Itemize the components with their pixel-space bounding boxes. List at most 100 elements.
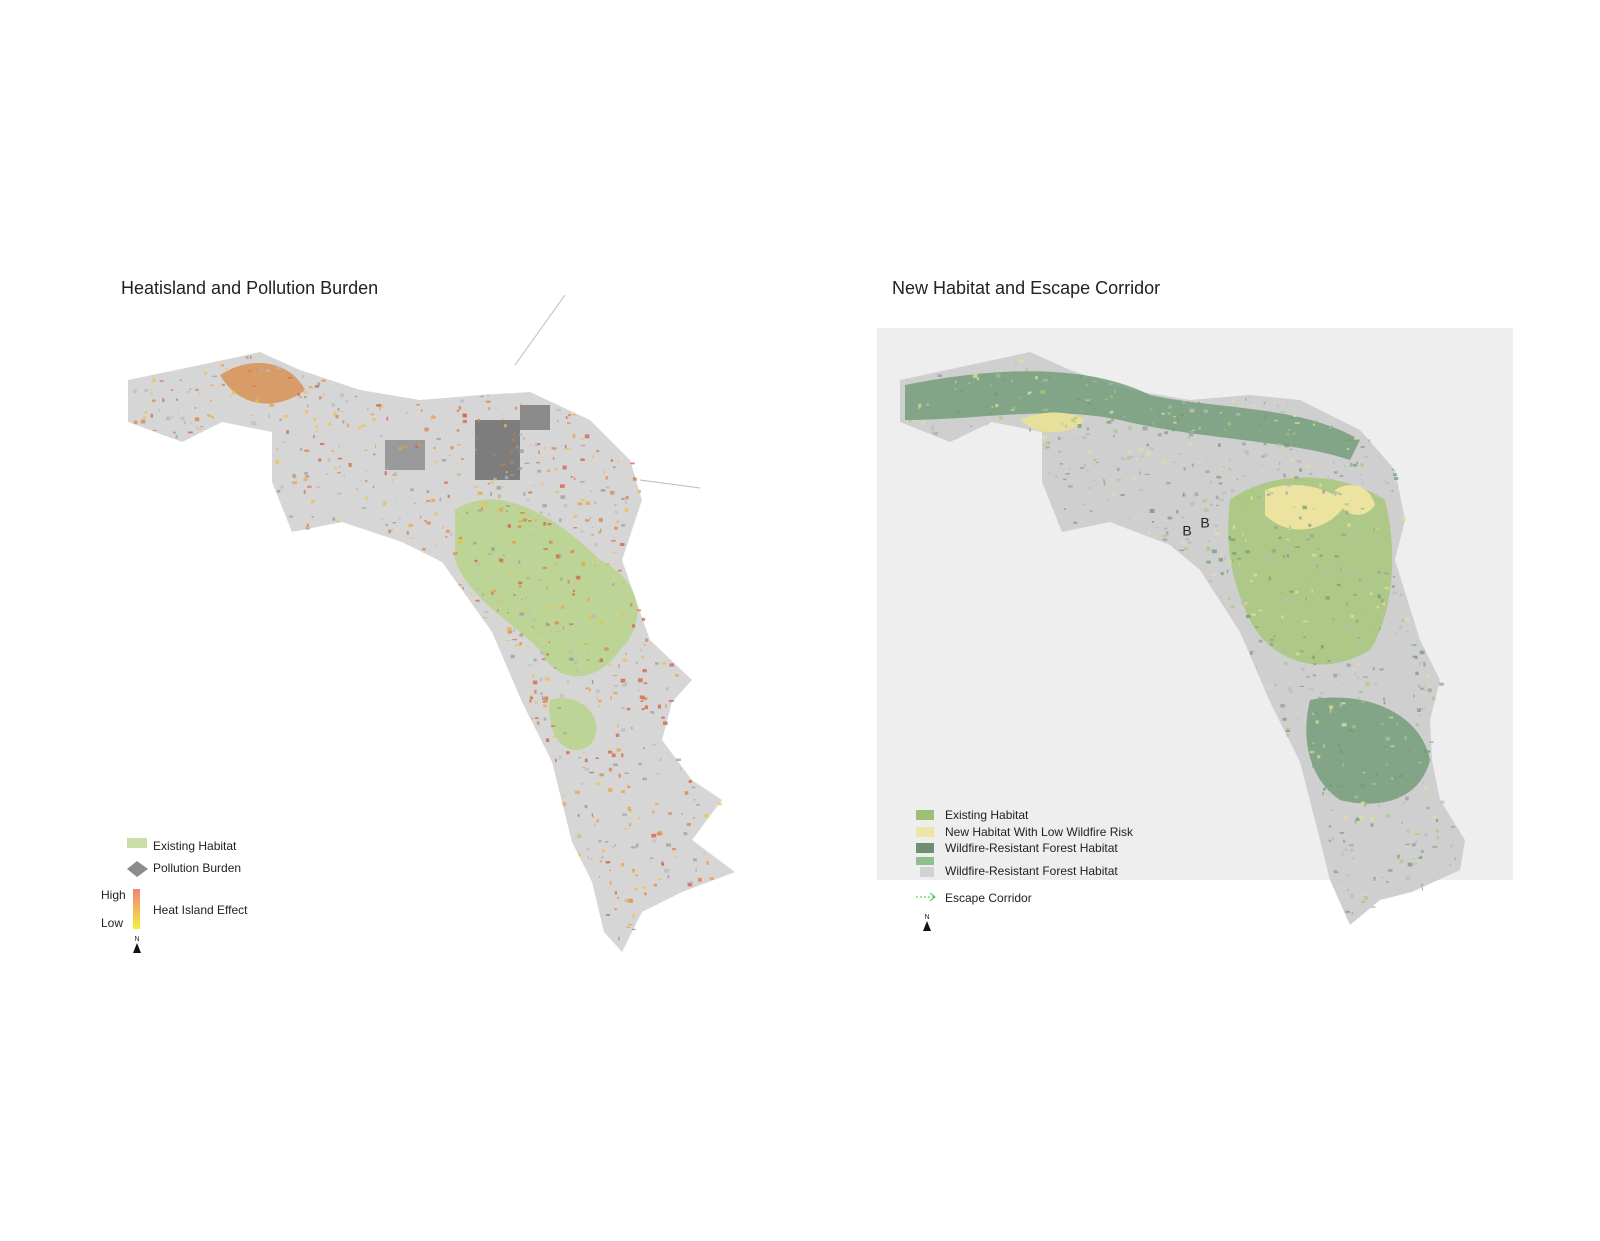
texture-speck <box>1161 412 1165 415</box>
texture-speck <box>276 448 278 451</box>
texture-speck <box>600 856 605 858</box>
texture-speck <box>250 415 254 416</box>
texture-speck <box>1064 508 1066 510</box>
texture-speck <box>1142 458 1145 462</box>
texture-speck <box>1327 660 1331 662</box>
texture-speck <box>588 687 592 690</box>
texture-speck <box>1422 661 1426 664</box>
texture-speck <box>1415 722 1419 727</box>
texture-speck <box>1329 427 1332 429</box>
texture-speck <box>656 832 662 836</box>
texture-speck <box>540 692 543 696</box>
texture-speck <box>384 471 387 476</box>
texture-speck <box>562 626 565 630</box>
texture-speck <box>1274 419 1278 422</box>
texture-speck <box>1322 791 1324 796</box>
texture-speck <box>627 786 631 788</box>
texture-speck <box>1181 541 1187 545</box>
texture-speck <box>1331 494 1336 498</box>
texture-speck <box>697 877 702 882</box>
texture-speck <box>1048 375 1050 379</box>
texture-speck <box>434 460 437 464</box>
texture-speck <box>1187 541 1192 544</box>
texture-speck <box>1257 424 1262 426</box>
texture-speck <box>695 868 697 872</box>
texture-speck <box>506 626 512 629</box>
texture-speck <box>1135 458 1139 461</box>
texture-speck <box>684 791 689 795</box>
texture-speck <box>519 612 525 616</box>
texture-speck <box>1388 869 1393 872</box>
texture-speck <box>1082 463 1087 468</box>
texture-speck <box>1216 475 1222 479</box>
texture-speck <box>613 691 618 695</box>
texture-speck <box>314 425 318 428</box>
texture-speck <box>1274 526 1278 530</box>
legend-label: Heat Island Effect <box>153 903 248 917</box>
texture-speck <box>1171 428 1175 432</box>
texture-speck <box>581 561 586 566</box>
texture-speck <box>625 500 627 504</box>
texture-speck <box>569 623 574 625</box>
texture-speck <box>1351 538 1355 542</box>
texture-speck <box>477 418 480 423</box>
texture-speck <box>392 522 396 524</box>
texture-speck <box>1312 508 1316 510</box>
texture-speck <box>475 599 480 602</box>
texture-speck <box>496 609 499 612</box>
texture-speck <box>1334 491 1340 495</box>
texture-speck <box>509 460 512 464</box>
texture-speck <box>1183 467 1186 471</box>
texture-speck <box>554 491 558 493</box>
texture-speck <box>1232 399 1234 404</box>
texture-speck <box>507 628 512 632</box>
land <box>128 352 735 952</box>
texture-speck <box>414 502 416 504</box>
texture-speck <box>679 767 682 771</box>
texture-speck <box>598 839 602 843</box>
texture-speck <box>1357 696 1360 700</box>
texture-speck <box>317 382 321 387</box>
texture-speck <box>635 661 638 664</box>
texture-speck <box>620 790 626 793</box>
texture-speck <box>360 424 366 428</box>
texture-speck <box>706 861 710 865</box>
texture-speck <box>1232 525 1236 529</box>
texture-speck <box>696 804 700 806</box>
texture-speck <box>539 677 543 682</box>
texture-speck <box>514 448 516 450</box>
texture-speck <box>1350 893 1354 898</box>
texture-speck <box>618 569 622 572</box>
texture-speck <box>433 446 436 450</box>
texture-speck <box>1293 506 1296 508</box>
texture-speck <box>1288 428 1291 431</box>
texture-speck <box>305 475 310 478</box>
texture-speck <box>301 374 305 379</box>
texture-speck <box>392 474 397 476</box>
texture-speck <box>1294 481 1297 484</box>
texture-speck <box>1277 443 1281 447</box>
texture-speck <box>1306 675 1310 678</box>
texture-speck <box>179 379 182 382</box>
texture-speck <box>551 604 554 609</box>
texture-speck <box>618 773 621 778</box>
texture-speck <box>1413 642 1415 645</box>
texture-speck <box>1177 419 1179 422</box>
texture-speck <box>621 753 624 758</box>
legend-swatch <box>929 892 936 902</box>
texture-speck <box>1106 460 1108 462</box>
texture-speck <box>1362 481 1364 484</box>
texture-speck <box>1236 478 1239 480</box>
texture-speck <box>1167 412 1171 415</box>
texture-speck <box>666 843 671 847</box>
texture-speck <box>616 520 620 524</box>
texture-speck <box>1215 495 1219 500</box>
north-arrow <box>923 921 931 931</box>
texture-speck <box>608 767 613 772</box>
texture-speck <box>562 802 567 806</box>
texture-speck <box>519 449 524 453</box>
texture-speck <box>370 413 375 416</box>
texture-speck <box>1276 468 1281 471</box>
texture-speck <box>1401 821 1403 824</box>
texture-speck <box>482 593 484 597</box>
